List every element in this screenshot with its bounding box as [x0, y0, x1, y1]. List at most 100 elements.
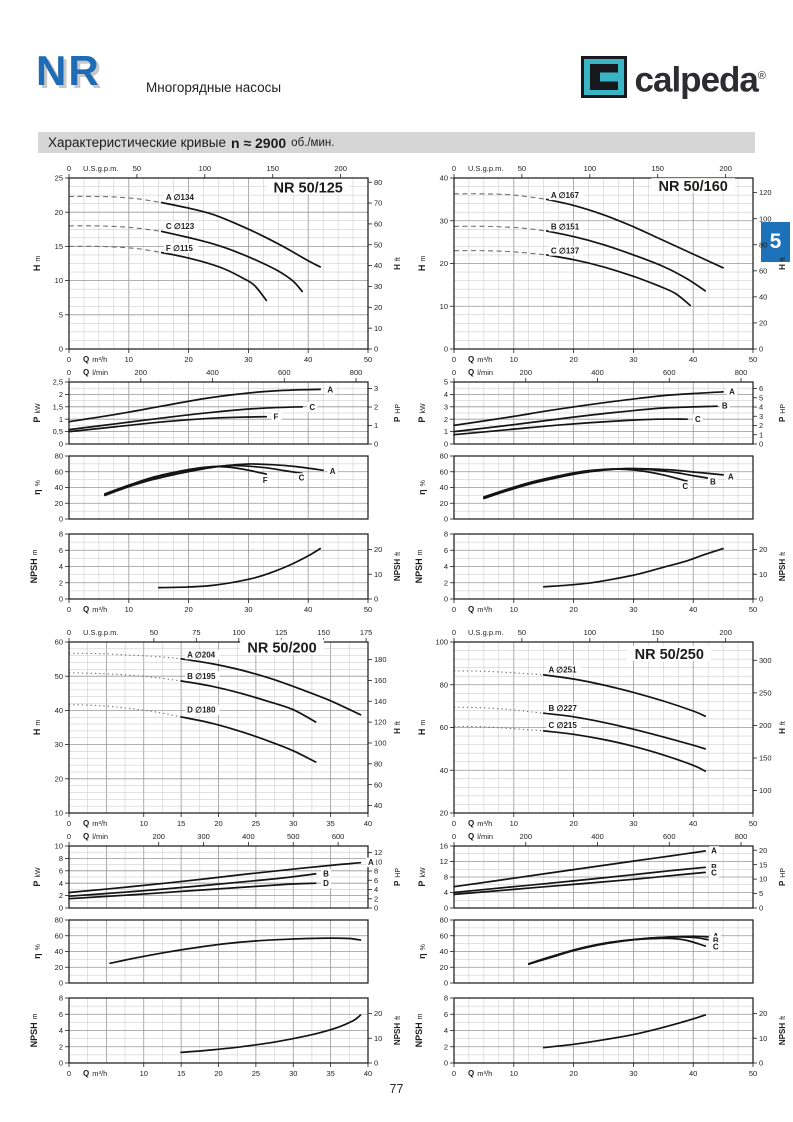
- svg-text:10: 10: [759, 570, 767, 579]
- svg-text:C: C: [299, 474, 305, 483]
- svg-text:8: 8: [59, 994, 63, 1003]
- svg-text:10: 10: [510, 355, 518, 364]
- svg-text:0: 0: [59, 1059, 63, 1068]
- svg-text:15: 15: [177, 819, 185, 828]
- svg-text:400: 400: [591, 368, 604, 377]
- svg-text:160: 160: [374, 676, 387, 685]
- svg-text:B: B: [722, 402, 728, 411]
- svg-text:0: 0: [59, 904, 63, 913]
- svg-text:B: B: [711, 863, 717, 872]
- svg-text:20: 20: [184, 605, 192, 614]
- svg-text:A ∅167: A ∅167: [551, 191, 580, 200]
- svg-text:100: 100: [374, 739, 387, 748]
- section-title: Характеристические кривые: [48, 135, 226, 150]
- svg-text:50: 50: [749, 605, 757, 614]
- svg-text:15: 15: [759, 860, 767, 869]
- svg-text:C: C: [711, 868, 717, 877]
- svg-text:20: 20: [214, 819, 222, 828]
- svg-text:600: 600: [663, 368, 676, 377]
- section-tab: 5: [761, 222, 790, 262]
- svg-text:0: 0: [452, 605, 456, 614]
- svg-text:0: 0: [67, 164, 71, 173]
- svg-text:10: 10: [374, 1034, 382, 1043]
- svg-text:0: 0: [59, 979, 63, 988]
- svg-text:120: 120: [374, 718, 387, 727]
- svg-text:10: 10: [125, 355, 133, 364]
- svg-text:300: 300: [197, 832, 210, 841]
- svg-text:20: 20: [55, 208, 63, 217]
- svg-text:0: 0: [452, 164, 456, 173]
- svg-text:B: B: [713, 937, 719, 946]
- svg-text:600: 600: [278, 368, 291, 377]
- svg-text:0: 0: [67, 832, 71, 841]
- svg-text:600: 600: [663, 832, 676, 841]
- svg-text:2: 2: [374, 403, 378, 412]
- svg-text:400: 400: [591, 832, 604, 841]
- svg-text:NPSHm: NPSHm: [414, 549, 424, 583]
- svg-text:40: 40: [374, 261, 382, 270]
- svg-text:0: 0: [374, 595, 378, 604]
- svg-text:120: 120: [759, 188, 772, 197]
- svg-text:40: 40: [440, 947, 448, 956]
- svg-text:1: 1: [444, 427, 448, 436]
- svg-text:Hft: Hft: [393, 721, 402, 734]
- svg-text:800: 800: [735, 832, 748, 841]
- svg-text:10: 10: [510, 819, 518, 828]
- svg-text:40: 40: [440, 766, 448, 775]
- svg-text:Ql/min: Ql/min: [83, 832, 108, 841]
- svg-text:A ∅251: A ∅251: [548, 665, 577, 674]
- svg-text:40: 40: [689, 1069, 697, 1078]
- svg-text:50: 50: [364, 605, 372, 614]
- svg-text:125: 125: [275, 628, 288, 637]
- svg-text:80: 80: [374, 759, 382, 768]
- svg-text:A: A: [330, 467, 336, 476]
- svg-text:10: 10: [374, 570, 382, 579]
- svg-text:PHP: PHP: [778, 404, 787, 422]
- svg-text:0: 0: [444, 904, 448, 913]
- svg-text:300: 300: [759, 656, 772, 665]
- svg-text:0: 0: [452, 355, 456, 364]
- svg-text:175: 175: [360, 628, 373, 637]
- svg-text:PHP: PHP: [393, 404, 402, 422]
- svg-text:0: 0: [59, 440, 63, 449]
- svg-text:6: 6: [444, 546, 448, 555]
- svg-text:0: 0: [759, 904, 763, 913]
- svg-text:6: 6: [374, 876, 378, 885]
- svg-text:PkW: PkW: [417, 403, 427, 423]
- svg-text:0: 0: [452, 368, 456, 377]
- svg-text:15: 15: [55, 242, 63, 251]
- svg-text:40: 40: [759, 292, 767, 301]
- svg-text:NPSHm: NPSHm: [414, 1013, 424, 1047]
- svg-text:Qm³/h: Qm³/h: [83, 819, 107, 828]
- svg-text:50: 50: [749, 1069, 757, 1078]
- svg-text:10: 10: [140, 1069, 148, 1078]
- svg-text:20: 20: [55, 499, 63, 508]
- svg-text:30: 30: [374, 282, 382, 291]
- svg-text:Qm³/h: Qm³/h: [468, 819, 492, 828]
- svg-text:Qm³/h: Qm³/h: [468, 355, 492, 364]
- svg-text:0: 0: [67, 355, 71, 364]
- svg-text:2: 2: [759, 421, 763, 430]
- svg-text:200: 200: [759, 721, 772, 730]
- svg-text:C: C: [713, 942, 719, 951]
- svg-text:20: 20: [759, 1009, 767, 1018]
- svg-text:10: 10: [510, 1069, 518, 1078]
- svg-text:4: 4: [59, 879, 63, 888]
- svg-text:50: 50: [133, 164, 141, 173]
- svg-text:F: F: [263, 476, 268, 485]
- svg-text:140: 140: [374, 697, 387, 706]
- svg-text:Qm³/h: Qm³/h: [83, 355, 107, 364]
- svg-text:100: 100: [584, 628, 597, 637]
- svg-text:2: 2: [444, 1042, 448, 1051]
- svg-text:2: 2: [444, 578, 448, 587]
- svg-text:0: 0: [759, 345, 763, 354]
- svg-text:NR 50/250: NR 50/250: [635, 647, 704, 663]
- speed-value: n ≈ 2900: [231, 134, 287, 151]
- svg-text:4: 4: [444, 390, 448, 399]
- svg-text:8: 8: [444, 994, 448, 1003]
- svg-text:80: 80: [440, 916, 448, 925]
- svg-text:3: 3: [374, 384, 378, 393]
- svg-text:D ∅180: D ∅180: [187, 706, 216, 715]
- svg-text:200: 200: [520, 368, 533, 377]
